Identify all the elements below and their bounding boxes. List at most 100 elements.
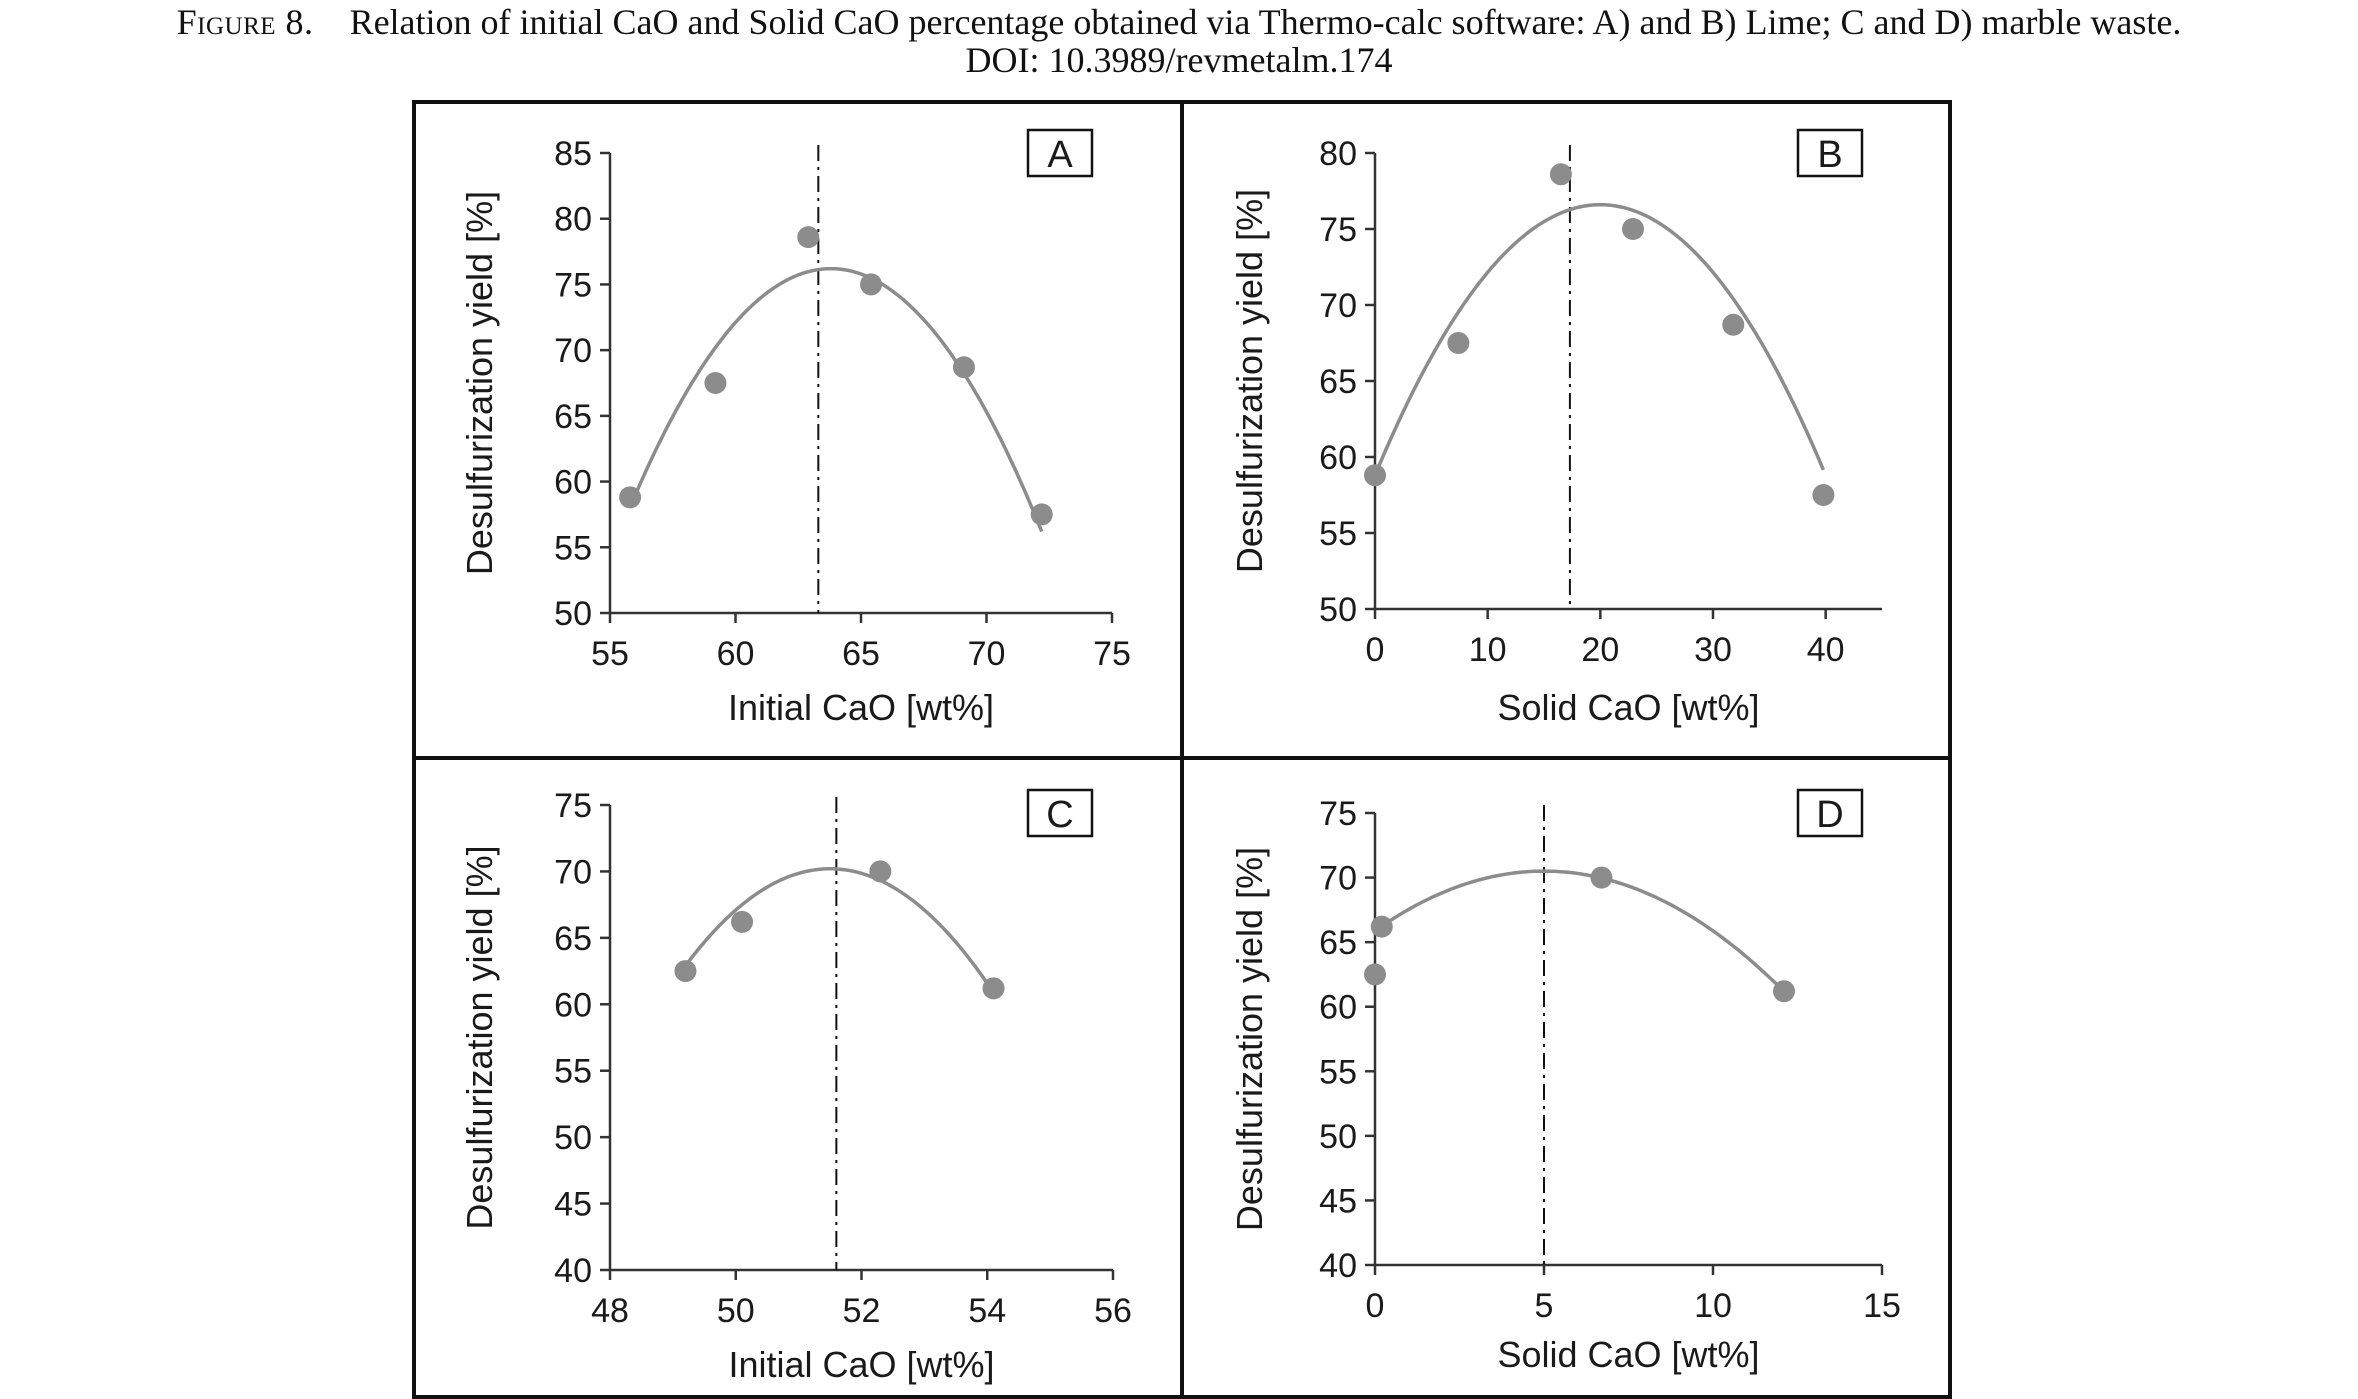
y-tick-label: 80: [554, 201, 592, 239]
x-axis-title: Initial CaO [wt%]: [728, 1344, 994, 1385]
data-point: [1772, 980, 1795, 1003]
y-axis-title: Desulfurization yield [%]: [459, 845, 500, 1229]
x-tick-label: 15: [1863, 1287, 1901, 1325]
y-tick-label: 60: [554, 986, 592, 1024]
y-tick-label: 75: [554, 266, 592, 304]
panel-letter: C: [1046, 794, 1073, 836]
y-tick-label: 55: [554, 529, 592, 567]
trendline-curve: [1373, 202, 1826, 476]
y-tick-label: 65: [1319, 924, 1357, 962]
y-tick-label: 60: [1319, 439, 1357, 477]
y-tick-label: 65: [1319, 363, 1357, 401]
data-point: [952, 356, 975, 379]
panel-letter: A: [1047, 134, 1073, 176]
data-point: [1590, 866, 1613, 889]
x-tick-label: 52: [843, 1292, 881, 1330]
panel-b: 50 55 60 65 70 75 80 0 10 20 30 40 Solid CaO [wt%] De…: [1229, 128, 1882, 728]
y-tick-label: 70: [1319, 860, 1357, 898]
data-point: [1030, 503, 1053, 526]
data-point: [982, 977, 1005, 1000]
x-tick-label: 10: [1469, 631, 1507, 669]
x-tick-label: 10: [1694, 1287, 1732, 1325]
x-tick-label: 55: [591, 635, 629, 673]
data-point: [704, 372, 727, 394]
y-tick-label: 70: [554, 332, 592, 370]
caption-label: Figure 8.: [176, 2, 314, 42]
x-axis-title: Initial CaO [wt%]: [728, 687, 994, 728]
x-tick-label: 50: [717, 1292, 755, 1330]
panel-d: 40 45 50 55 60 65 70 75 0 5 10 15 Solid CaO [wt%] Des…: [1229, 788, 1901, 1375]
y-tick-label: 55: [1319, 1053, 1357, 1091]
x-tick-label: 60: [717, 635, 755, 673]
data-point: [1370, 915, 1393, 938]
x-tick-label: 20: [1581, 631, 1619, 669]
x-axis-title: Solid CaO [wt%]: [1497, 687, 1759, 728]
y-tick-label: 70: [1319, 287, 1357, 325]
data-point: [1722, 313, 1745, 336]
x-tick-label: 40: [1807, 631, 1845, 669]
x-axis-title: Solid CaO [wt%]: [1497, 1334, 1759, 1375]
y-tick-label: 40: [554, 1252, 592, 1290]
panel-letter-box: [1026, 788, 1094, 838]
x-tick-label: 75: [1093, 635, 1131, 673]
y-tick-label: 60: [1319, 989, 1357, 1027]
y-tick-label: 80: [1319, 135, 1357, 173]
y-tick-label: 50: [1319, 1118, 1357, 1156]
trendline-curve: [684, 867, 995, 994]
panel-letter-box: [1026, 128, 1094, 178]
caption-line-1: Figure 8. Relation of initial CaO and So…: [0, 2, 2358, 42]
y-tick-label: 75: [554, 787, 592, 825]
data-point: [797, 226, 820, 249]
panel-letter-box: [1796, 788, 1864, 838]
y-axis-title: Desulfurization yield [%]: [1229, 189, 1270, 573]
x-tick-label: 65: [842, 635, 880, 673]
y-tick-label: 75: [1319, 795, 1357, 833]
y-tick-label: 75: [1319, 211, 1357, 249]
y-tick-label: 40: [1319, 1247, 1357, 1285]
x-tick-label: 30: [1694, 631, 1732, 669]
panel-letter-box: [1796, 128, 1864, 178]
y-tick-label: 55: [554, 1053, 592, 1091]
data-point: [1812, 484, 1835, 506]
data-point: [860, 273, 883, 296]
trendline-curve: [1374, 869, 1786, 993]
data-point: [731, 910, 754, 933]
y-tick-label: 50: [554, 595, 592, 633]
trendline-curve: [628, 266, 1044, 533]
panel-frame: [412, 100, 1952, 1399]
caption-doi: DOI: 10.3989/revmetalm.174: [965, 40, 1393, 80]
x-tick-label: 0: [1366, 631, 1385, 669]
y-tick-label: 45: [554, 1186, 592, 1224]
panel-letter: D: [1816, 794, 1843, 836]
y-tick-label: 60: [554, 464, 592, 502]
x-tick-label: 0: [1366, 1287, 1385, 1325]
x-tick-label: 56: [1094, 1292, 1132, 1330]
x-tick-label: 48: [591, 1292, 629, 1330]
x-tick-label: 54: [968, 1292, 1006, 1330]
y-tick-label: 45: [1319, 1182, 1357, 1220]
data-point: [619, 486, 642, 509]
y-axis-title: Desulfurization yield [%]: [459, 191, 500, 575]
caption-text: Relation of initial CaO and Solid CaO pe…: [349, 2, 2182, 42]
data-point: [1447, 332, 1470, 354]
data-point: [1364, 464, 1386, 487]
y-tick-label: 50: [554, 1119, 592, 1157]
data-point: [869, 860, 892, 883]
y-tick-label: 85: [554, 135, 592, 173]
x-tick-label: 5: [1535, 1287, 1554, 1325]
y-tick-label: 70: [554, 853, 592, 891]
data-point: [1364, 963, 1386, 986]
y-tick-label: 65: [554, 920, 592, 958]
x-tick-label: 70: [968, 635, 1006, 673]
y-tick-label: 65: [554, 398, 592, 436]
y-axis-title: Desulfurization yield [%]: [1229, 847, 1270, 1231]
panel-letter: B: [1817, 134, 1842, 176]
data-point: [674, 960, 697, 983]
panel-c: 40 45 50 55 60 65 70 75 48 50 52 54 56 Initial CaO [w…: [459, 787, 1132, 1385]
y-tick-label: 55: [1319, 515, 1357, 553]
data-point: [1622, 218, 1645, 240]
data-point: [1549, 163, 1572, 186]
y-tick-label: 50: [1319, 591, 1357, 629]
